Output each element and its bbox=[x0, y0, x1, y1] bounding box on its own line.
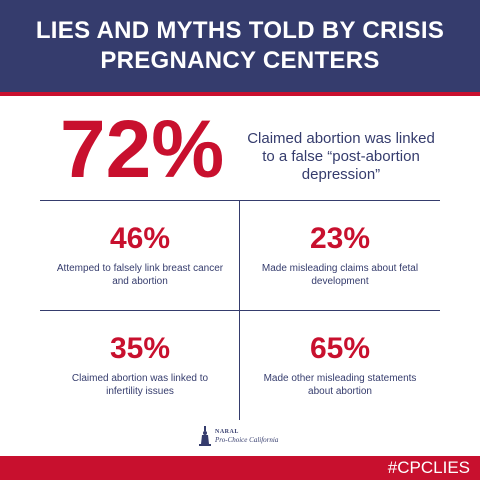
stat-description: Attemped to falsely link breast cancer a… bbox=[56, 263, 224, 287]
stat-value: 46% bbox=[109, 222, 171, 255]
hashtag: #CPCLIES bbox=[387, 458, 470, 477]
stat-description: Made other misleading statements about a… bbox=[263, 373, 417, 397]
logo-line2: Pro-Choice California bbox=[215, 435, 279, 444]
naral-logo: NARAL Pro-Choice California bbox=[198, 425, 278, 447]
hero-stat-value: 72% bbox=[60, 104, 225, 195]
hero-stat-description: Claimed abortion was linked to a false “… bbox=[247, 130, 435, 183]
logo-line1: NARAL bbox=[215, 428, 239, 435]
stat-description: Claimed abortion was linked to infertili… bbox=[71, 373, 209, 397]
page-title-line2: PREGNANCY CENTERS bbox=[100, 47, 380, 74]
stat-cell-other: 65% Made other misleading statements abo… bbox=[240, 310, 440, 420]
liberty-statue-icon bbox=[199, 426, 211, 446]
stat-cell-infertility: 35% Claimed abortion was linked to infer… bbox=[40, 310, 240, 420]
header-banner: LIES AND MYTHS TOLD BY CRISIS PREGNANCY … bbox=[0, 0, 480, 96]
page-title-line1: LIES AND MYTHS TOLD BY CRISIS bbox=[35, 17, 445, 44]
footer-bar: #CPCLIES bbox=[0, 456, 480, 480]
stat-description: Made misleading claims about fetal devel… bbox=[261, 263, 419, 287]
stat-value: 35% bbox=[109, 332, 171, 365]
stat-cell-fetal-development: 23% Made misleading claims about fetal d… bbox=[240, 200, 440, 310]
stats-grid: 46% Attemped to falsely link breast canc… bbox=[40, 200, 440, 420]
stat-value: 23% bbox=[309, 222, 371, 255]
grid-divider-top bbox=[40, 200, 440, 201]
hero-stat: 72% Claimed abortion was linked to a fal… bbox=[40, 104, 440, 200]
stat-cell-breast-cancer: 46% Attemped to falsely link breast canc… bbox=[40, 200, 240, 310]
grid-divider-middle bbox=[40, 310, 440, 311]
grid-divider-vertical bbox=[239, 200, 240, 420]
stat-value: 65% bbox=[309, 332, 371, 365]
